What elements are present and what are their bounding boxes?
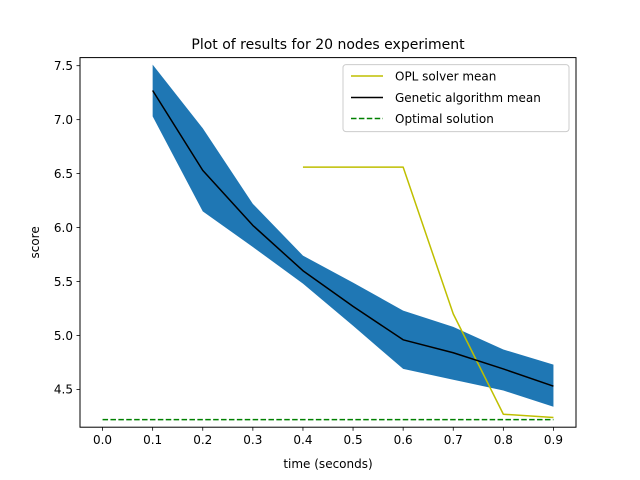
x-tick-label: 0.3 xyxy=(243,433,262,447)
x-tick-label: 0.0 xyxy=(93,433,112,447)
y-axis-label: score xyxy=(28,226,42,258)
y-tick-label: 6.0 xyxy=(54,221,73,235)
axes-frame xyxy=(79,57,577,428)
x-axis-label: time (seconds) xyxy=(283,457,372,471)
x-tick-label: 0.4 xyxy=(293,433,312,447)
legend: OPL solver mean Genetic algorithm mean O… xyxy=(342,64,570,133)
x-tick-label: 0.6 xyxy=(394,433,413,447)
y-tick-label: 6.5 xyxy=(54,167,73,181)
x-tick-label: 0.1 xyxy=(143,433,162,447)
y-tick-label: 4.5 xyxy=(54,383,73,397)
plot-area xyxy=(102,64,554,421)
y-axis: 4.5 5.0 5.5 6.0 6.5 7.0 7.5 xyxy=(54,59,80,397)
x-tick-label: 0.2 xyxy=(193,433,212,447)
y-tick-label: 7.5 xyxy=(54,59,73,73)
legend-label-opl: OPL solver mean xyxy=(395,70,496,84)
x-axis: 0.0 0.1 0.2 0.3 0.4 0.5 0.6 0.7 0.8 0.9 xyxy=(93,427,563,447)
x-tick-label: 0.8 xyxy=(494,433,513,447)
x-tick-label: 0.7 xyxy=(444,433,463,447)
legend-label-optimal: Optimal solution xyxy=(395,112,494,126)
y-tick-label: 7.0 xyxy=(54,113,73,127)
legend-label-genetic: Genetic algorithm mean xyxy=(395,91,541,105)
y-tick-label: 5.5 xyxy=(54,275,73,289)
y-tick-label: 5.0 xyxy=(54,329,73,343)
genetic-algorithm-mean-line xyxy=(152,90,554,387)
opl-solver-mean-line xyxy=(302,166,554,419)
chart-title: Plot of results for 20 nodes experiment xyxy=(191,37,465,53)
x-tick-label: 0.5 xyxy=(344,433,363,447)
x-tick-label: 0.9 xyxy=(544,433,563,447)
legend-box xyxy=(342,64,570,133)
